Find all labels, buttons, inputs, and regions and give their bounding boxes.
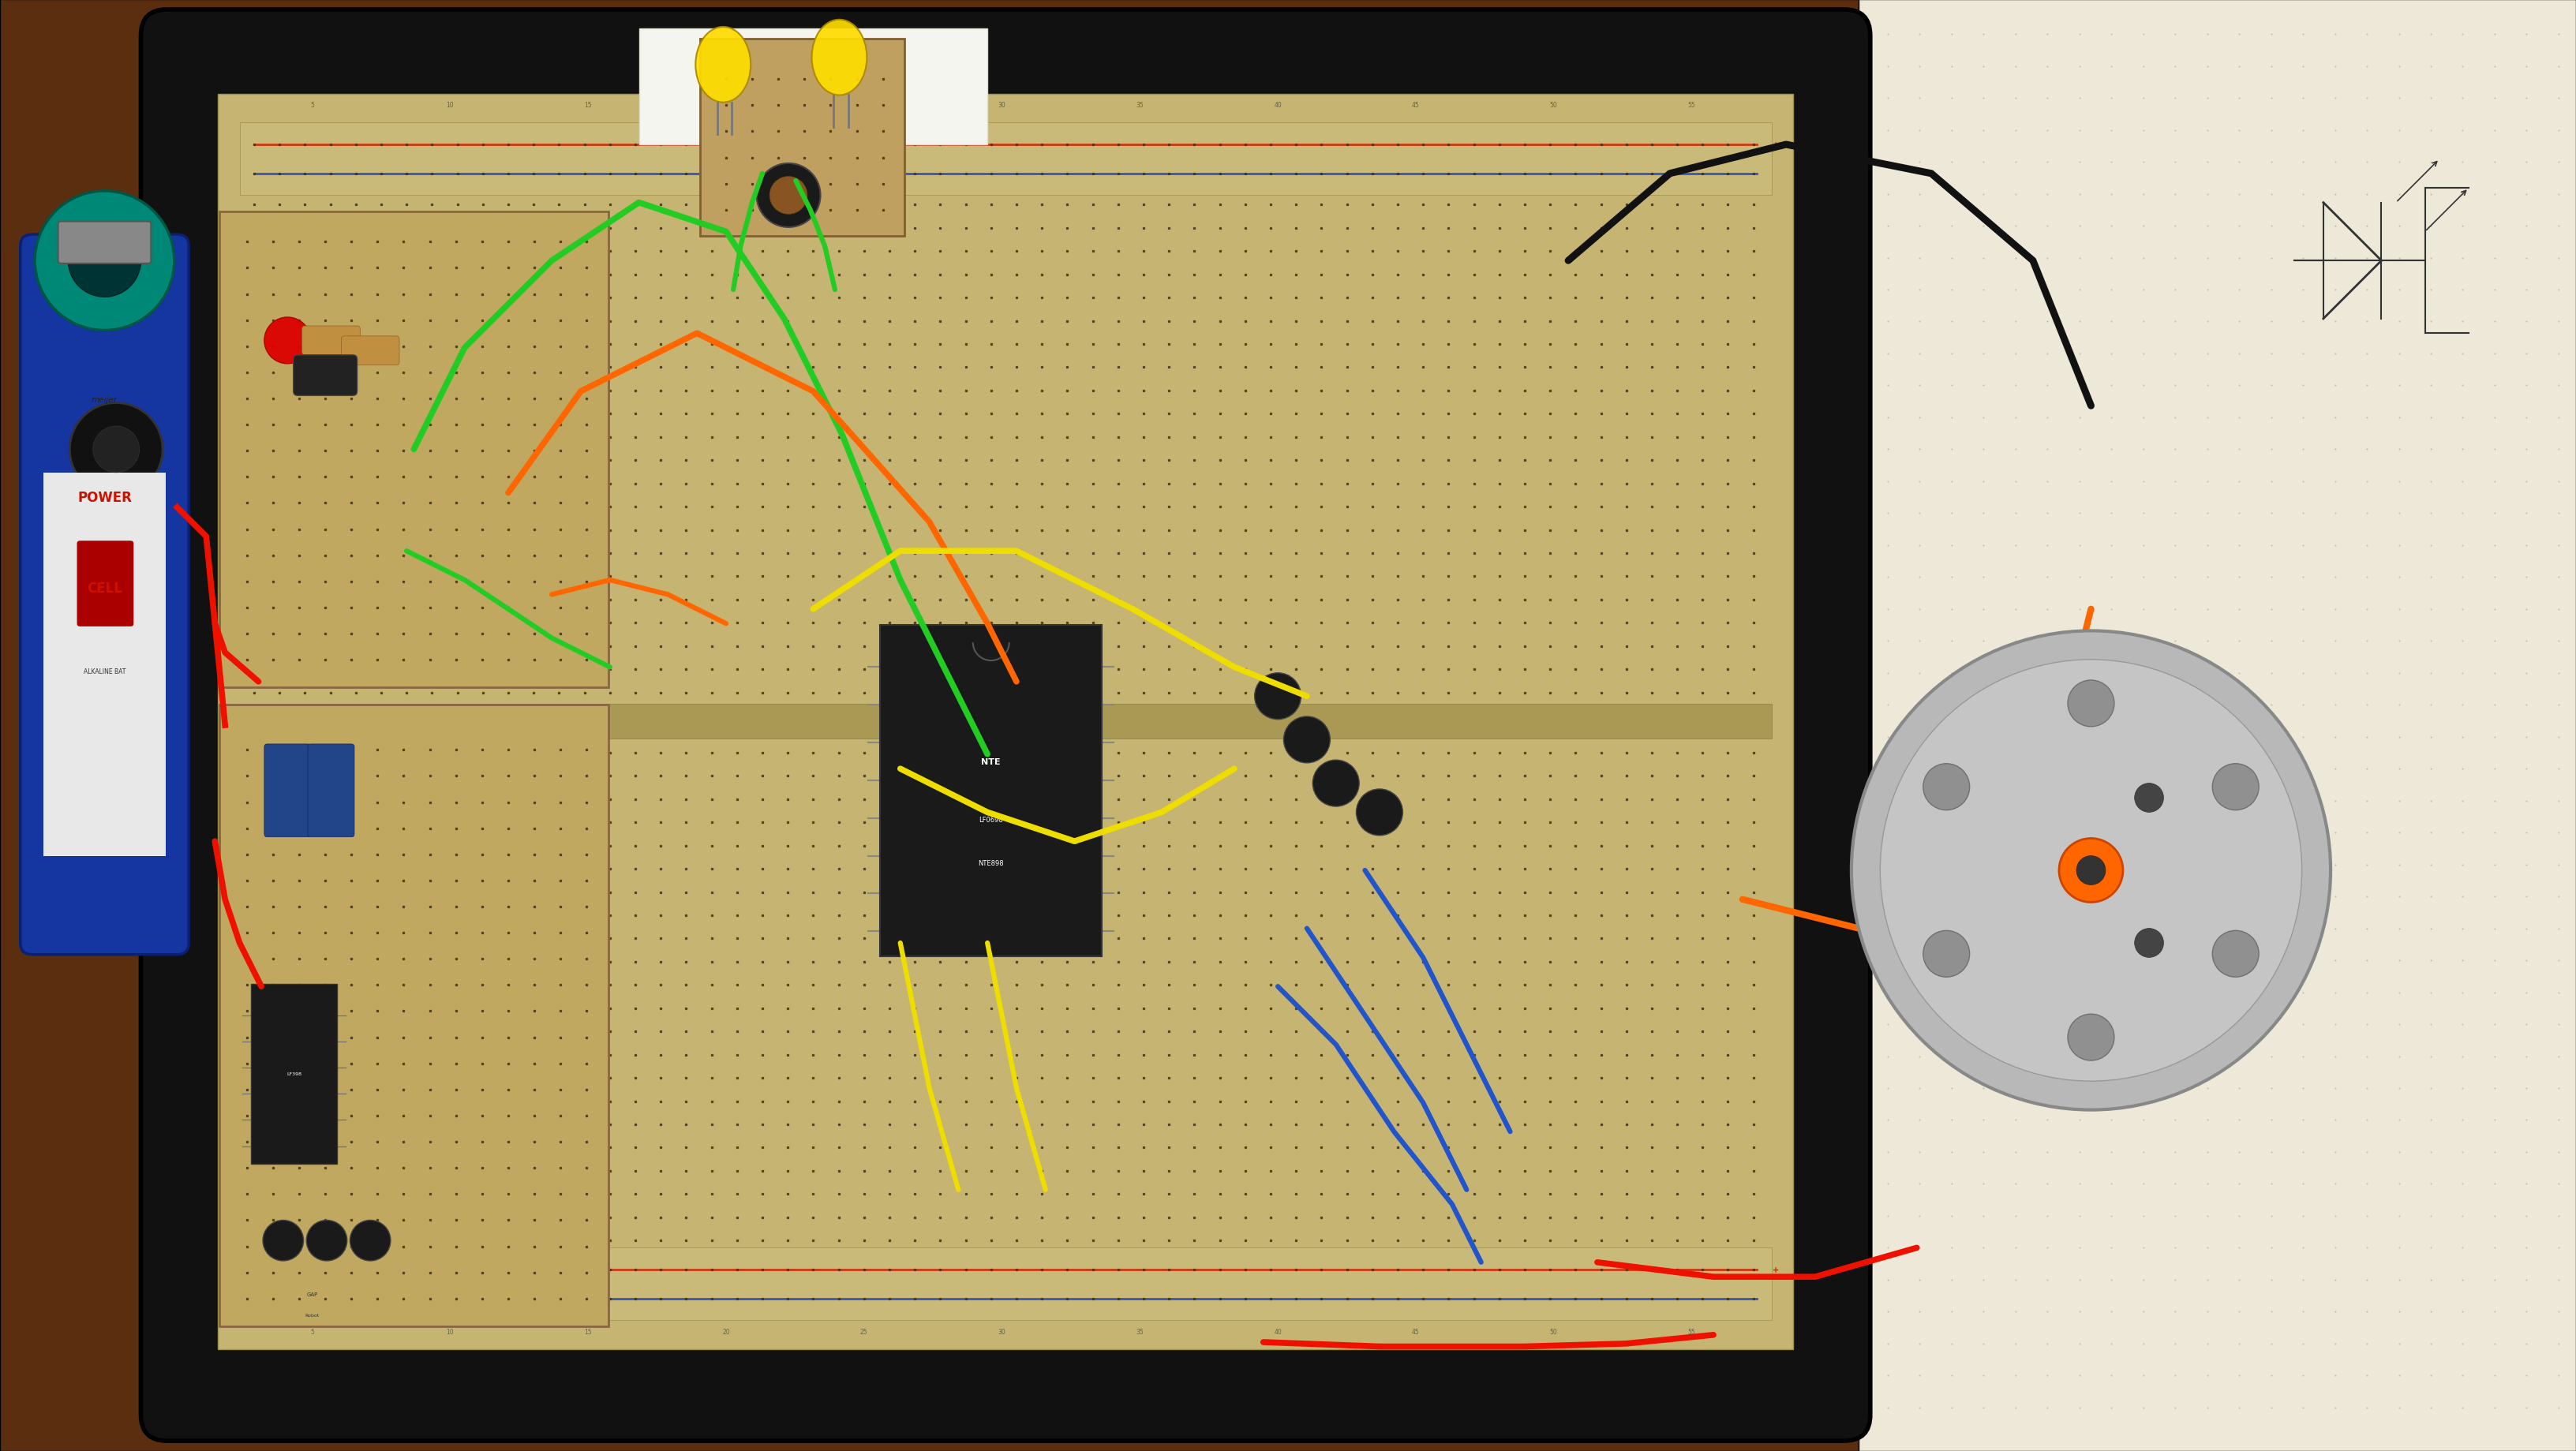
Text: 10: 10 [446,102,453,109]
Circle shape [307,1220,348,1261]
Circle shape [265,318,312,364]
Text: h: h [232,887,237,891]
Circle shape [1314,760,1360,807]
Text: 20: 20 [721,102,729,109]
Text: 25: 25 [860,1328,868,1335]
FancyBboxPatch shape [701,39,904,237]
Text: 45: 45 [1412,1328,1419,1335]
Text: 20: 20 [721,1328,729,1335]
FancyBboxPatch shape [21,235,188,955]
Text: 35: 35 [1136,1328,1144,1335]
Circle shape [2136,784,2164,813]
Text: 40: 40 [1275,102,1283,109]
Text: POWER: POWER [77,490,131,505]
FancyBboxPatch shape [219,705,608,1326]
Text: ALKALINE BAT: ALKALINE BAT [82,667,126,675]
Text: NTE: NTE [981,757,999,766]
Text: 40: 40 [1275,1328,1283,1335]
Circle shape [350,1220,392,1261]
Circle shape [2069,681,2115,727]
FancyBboxPatch shape [142,10,1870,1441]
Ellipse shape [811,20,868,96]
Text: 45: 45 [1412,102,1419,109]
Circle shape [770,177,806,215]
Text: NTE898: NTE898 [979,860,1005,866]
Circle shape [2069,1014,2115,1061]
Text: 25: 25 [860,102,868,109]
FancyBboxPatch shape [309,744,355,837]
Circle shape [1255,673,1301,720]
FancyBboxPatch shape [44,473,165,856]
Circle shape [2213,763,2259,810]
Text: GAP: GAP [307,1291,317,1297]
Text: 5: 5 [309,1328,314,1335]
Circle shape [36,192,175,331]
FancyBboxPatch shape [240,123,1772,196]
FancyBboxPatch shape [219,94,1793,1349]
Text: 50: 50 [1551,1328,1558,1335]
Circle shape [757,164,819,228]
Text: 30: 30 [997,1328,1005,1335]
Circle shape [93,427,139,473]
Circle shape [67,225,142,297]
Text: 35: 35 [1136,102,1144,109]
Text: LF0698: LF0698 [979,817,1002,823]
Text: 10: 10 [446,1328,453,1335]
FancyBboxPatch shape [301,326,361,355]
Text: 50: 50 [1551,102,1558,109]
Text: d: d [232,488,237,492]
Text: 55: 55 [1687,1328,1695,1335]
FancyBboxPatch shape [59,522,152,646]
Text: e: e [232,422,234,427]
Text: meijer: meijer [93,396,118,403]
Text: 15: 15 [585,1328,592,1335]
FancyBboxPatch shape [240,705,1772,740]
FancyBboxPatch shape [240,1248,1772,1320]
Circle shape [1355,789,1404,836]
FancyBboxPatch shape [59,222,152,264]
Text: c: c [232,553,234,557]
Text: 55: 55 [1687,102,1695,109]
FancyBboxPatch shape [265,744,312,837]
Circle shape [2076,856,2105,885]
Text: CELL: CELL [88,580,121,595]
Text: 15: 15 [585,102,592,109]
Circle shape [2136,929,2164,958]
Text: 30: 30 [997,102,1005,109]
Text: +: + [1772,1265,1780,1274]
Circle shape [2213,932,2259,978]
FancyBboxPatch shape [252,984,337,1164]
FancyBboxPatch shape [294,355,358,396]
FancyBboxPatch shape [639,29,987,145]
Text: g: g [232,821,237,826]
Text: 5: 5 [309,102,314,109]
Circle shape [70,403,162,496]
Text: b: b [232,618,237,622]
FancyBboxPatch shape [881,625,1103,956]
Ellipse shape [696,28,750,103]
Text: +: + [1772,141,1780,149]
Circle shape [1924,763,1971,810]
Circle shape [1852,631,2331,1110]
FancyBboxPatch shape [219,212,608,688]
Circle shape [263,1220,304,1261]
FancyBboxPatch shape [340,337,399,366]
Circle shape [1924,932,1971,978]
Text: Robot: Robot [304,1313,319,1316]
Text: LF398: LF398 [286,1072,301,1075]
Circle shape [1283,717,1329,763]
Text: a: a [232,683,234,688]
FancyBboxPatch shape [77,541,134,627]
Circle shape [1880,660,2303,1081]
FancyBboxPatch shape [1860,0,2576,1451]
Circle shape [2058,839,2123,903]
